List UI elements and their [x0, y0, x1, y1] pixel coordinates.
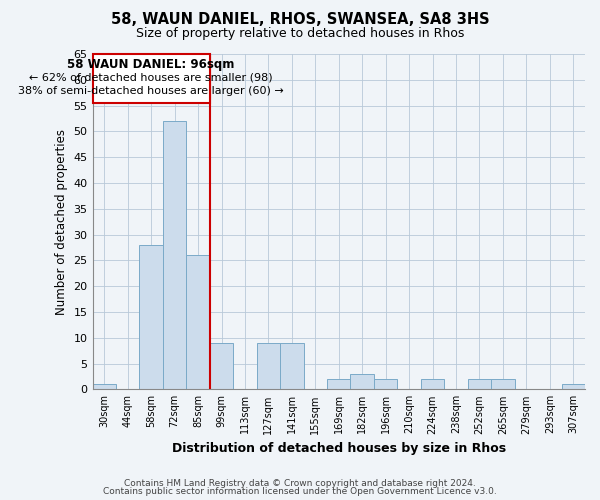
Text: 38% of semi-detached houses are larger (60) →: 38% of semi-detached houses are larger (…: [18, 86, 284, 96]
Bar: [491, 379, 515, 390]
Text: 58 WAUN DANIEL: 96sqm: 58 WAUN DANIEL: 96sqm: [67, 58, 235, 71]
Bar: [92, 384, 116, 390]
Text: Size of property relative to detached houses in Rhos: Size of property relative to detached ho…: [136, 28, 464, 40]
Bar: [257, 343, 280, 390]
Bar: [350, 374, 374, 390]
Bar: [562, 384, 585, 390]
Text: 58, WAUN DANIEL, RHOS, SWANSEA, SA8 3HS: 58, WAUN DANIEL, RHOS, SWANSEA, SA8 3HS: [110, 12, 490, 28]
Bar: [280, 343, 304, 390]
Bar: [163, 121, 187, 390]
Y-axis label: Number of detached properties: Number of detached properties: [55, 128, 68, 314]
Bar: [421, 379, 444, 390]
FancyBboxPatch shape: [92, 54, 210, 103]
Bar: [327, 379, 350, 390]
Bar: [139, 245, 163, 390]
Text: Contains public sector information licensed under the Open Government Licence v3: Contains public sector information licen…: [103, 487, 497, 496]
X-axis label: Distribution of detached houses by size in Rhos: Distribution of detached houses by size …: [172, 442, 506, 455]
Bar: [187, 255, 210, 390]
Text: Contains HM Land Registry data © Crown copyright and database right 2024.: Contains HM Land Registry data © Crown c…: [124, 478, 476, 488]
Bar: [468, 379, 491, 390]
Bar: [374, 379, 397, 390]
Text: ← 62% of detached houses are smaller (98): ← 62% of detached houses are smaller (98…: [29, 72, 273, 82]
Bar: [210, 343, 233, 390]
